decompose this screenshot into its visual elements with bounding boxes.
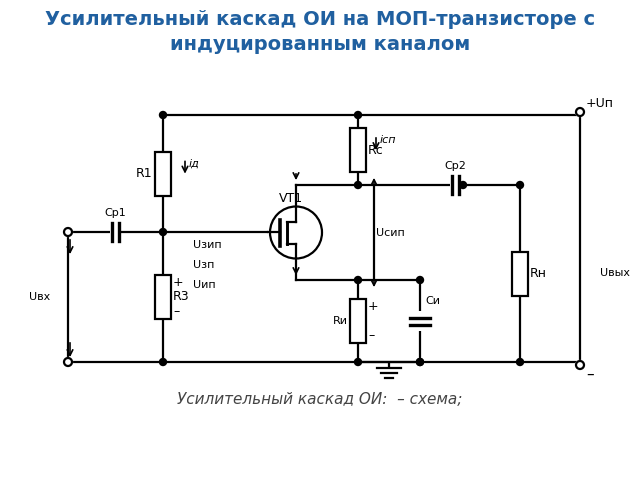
Text: iд: iд <box>189 158 200 168</box>
Circle shape <box>355 181 362 189</box>
Text: +: + <box>368 300 379 312</box>
Text: R3: R3 <box>173 290 189 303</box>
Text: Cр1: Cр1 <box>104 208 126 218</box>
Circle shape <box>460 181 467 189</box>
Circle shape <box>355 111 362 119</box>
Circle shape <box>355 359 362 365</box>
Circle shape <box>417 359 424 365</box>
Text: Uип: Uип <box>193 280 216 290</box>
Circle shape <box>355 276 362 284</box>
Text: Uсип: Uсип <box>376 228 404 238</box>
Text: Rн: Rн <box>530 267 547 280</box>
Bar <box>350 128 366 172</box>
Text: Усилительный каскад ОИ:  – схема;: Усилительный каскад ОИ: – схема; <box>177 392 463 407</box>
Circle shape <box>516 359 524 365</box>
Text: iсп: iсп <box>380 135 397 145</box>
Circle shape <box>159 359 166 365</box>
Circle shape <box>417 276 424 284</box>
Text: –: – <box>173 305 179 319</box>
Text: Uзип: Uзип <box>193 240 221 250</box>
Circle shape <box>417 359 424 365</box>
Text: Rс: Rс <box>368 144 384 156</box>
Circle shape <box>64 228 72 236</box>
Text: Uвх: Uвх <box>29 292 51 302</box>
Text: Uвых: Uвых <box>600 268 630 278</box>
Circle shape <box>516 181 524 189</box>
Bar <box>350 299 366 343</box>
Text: Cи: Cи <box>425 296 440 306</box>
Text: –: – <box>586 367 594 382</box>
Bar <box>155 275 171 319</box>
Circle shape <box>159 228 166 236</box>
Bar <box>512 252 528 296</box>
Text: Усилительный каскад ОИ на МОП-транзисторе с
индуцированным каналом: Усилительный каскад ОИ на МОП-транзистор… <box>45 10 595 54</box>
Text: Cр2: Cр2 <box>444 161 466 171</box>
Bar <box>155 152 171 195</box>
Text: +: + <box>173 276 184 288</box>
Text: Rи: Rи <box>333 316 348 326</box>
Circle shape <box>576 361 584 369</box>
Circle shape <box>159 111 166 119</box>
Text: –: – <box>368 329 374 343</box>
Text: VT1: VT1 <box>279 192 303 204</box>
Circle shape <box>64 358 72 366</box>
Circle shape <box>576 108 584 116</box>
Text: Uзп: Uзп <box>193 260 214 270</box>
Text: +Uп: +Uп <box>586 97 614 110</box>
Text: R1: R1 <box>136 167 152 180</box>
